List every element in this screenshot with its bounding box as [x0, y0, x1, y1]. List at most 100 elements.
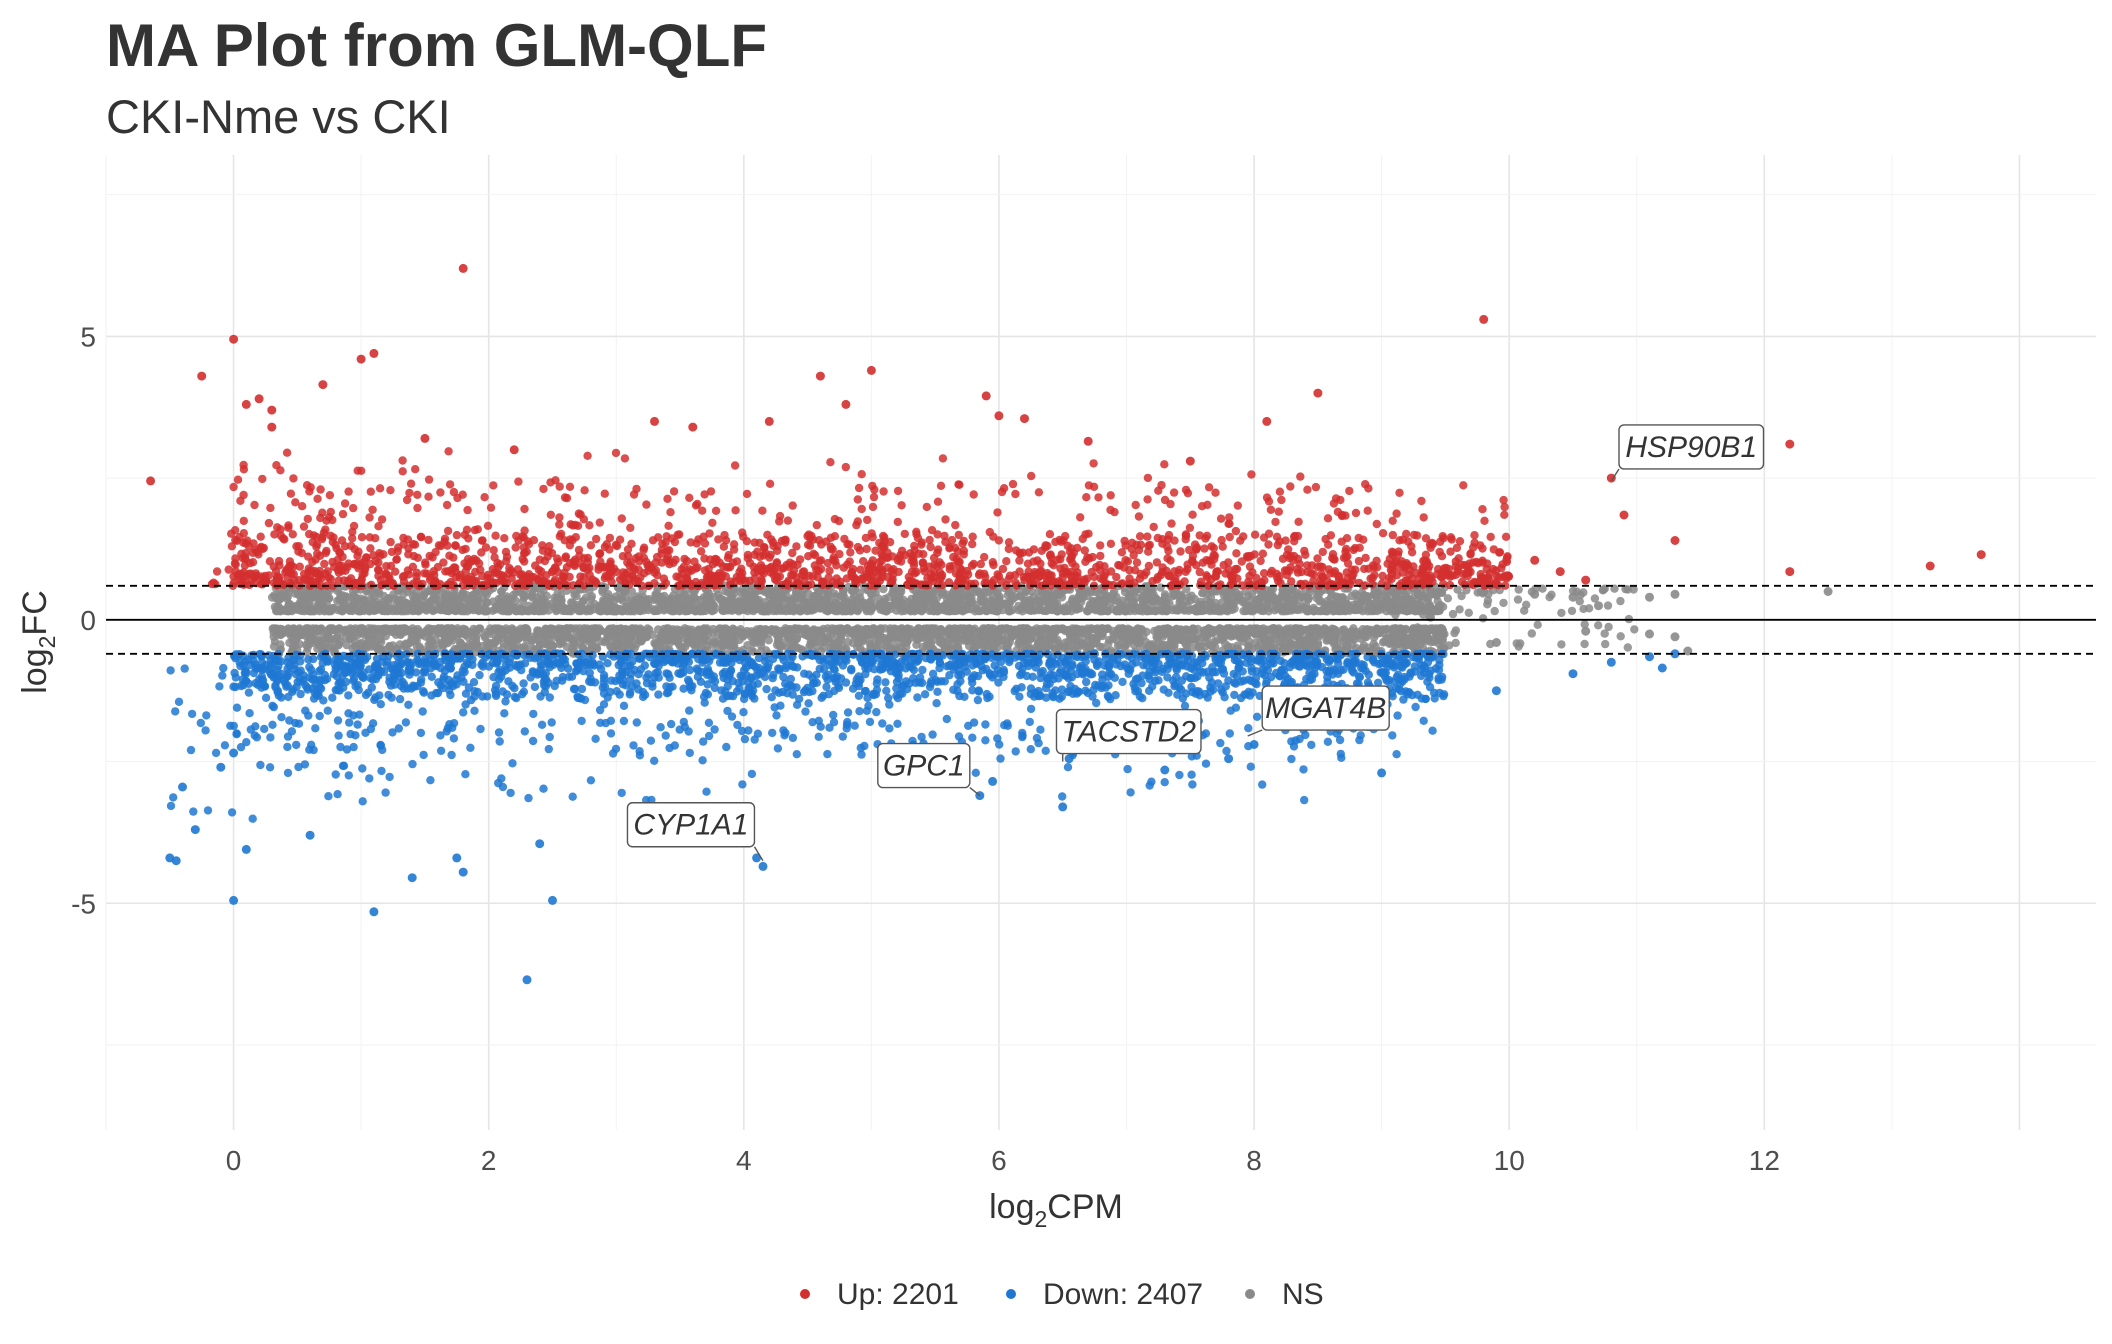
point-ns: [359, 626, 368, 635]
point-ns: [557, 624, 567, 634]
point-ns: [1075, 590, 1085, 599]
point-ns: [1362, 625, 1371, 634]
point-ns: [1390, 596, 1399, 605]
point-ns: [1369, 590, 1378, 599]
point-ns: [462, 591, 472, 600]
point-ns: [1285, 629, 1294, 639]
point-ns: [312, 634, 322, 643]
point-ns: [1394, 639, 1403, 649]
point-ns: [942, 627, 951, 636]
point-ns: [1455, 605, 1464, 614]
point-ns: [921, 626, 930, 635]
point-ns: [1581, 626, 1591, 636]
point-ns: [546, 631, 555, 640]
point-ns: [791, 642, 801, 651]
chart-subtitle: CKI-Nme vs CKI: [106, 90, 451, 143]
point-ns: [430, 624, 439, 634]
point-ns: [1386, 604, 1396, 614]
point-ns: [419, 590, 428, 599]
point-ns: [1402, 596, 1411, 605]
point-ns: [627, 595, 636, 604]
point-ns: [815, 603, 824, 613]
point-ns: [1513, 595, 1523, 604]
point-ns: [831, 600, 840, 609]
point-ns: [962, 588, 971, 597]
point-ns: [687, 625, 697, 634]
point-ns: [806, 637, 815, 647]
point-ns: [1580, 639, 1589, 649]
point-ns: [1437, 588, 1446, 597]
point-ns: [1148, 641, 1157, 651]
point-ns: [722, 637, 731, 646]
point-ns: [1180, 606, 1189, 615]
point-ns: [587, 592, 597, 601]
point-ns: [1426, 624, 1435, 633]
point-ns: [1153, 626, 1162, 635]
point-ns: [1557, 608, 1566, 618]
point-ns: [346, 634, 355, 643]
point-ns: [1103, 606, 1113, 616]
point-ns: [1445, 641, 1454, 650]
chart-title: MA Plot from GLM-QLF: [106, 12, 767, 79]
point-ns: [1490, 606, 1499, 616]
point-ns: [1533, 620, 1542, 629]
point-ns: [1057, 588, 1066, 598]
point-ns: [1382, 634, 1391, 643]
point-ns: [472, 625, 481, 635]
point-ns: [1012, 626, 1021, 636]
point-ns: [279, 592, 288, 601]
point-ns: [1527, 629, 1537, 638]
point-ns: [867, 589, 876, 599]
point-ns: [567, 598, 576, 607]
point-ns: [1361, 600, 1370, 609]
point-ns: [1070, 598, 1080, 607]
point-ns: [1253, 598, 1262, 608]
point-ns: [1160, 592, 1170, 601]
point-ns: [447, 626, 457, 635]
point-up: [1125, 574, 1134, 583]
point-ns: [604, 632, 613, 641]
point-ns: [1276, 626, 1285, 636]
point-ns: [982, 599, 991, 608]
point-ns: [1210, 606, 1220, 615]
point-ns: [1237, 624, 1247, 633]
point-ns: [1242, 606, 1252, 615]
point-ns: [1036, 624, 1045, 634]
point-ns: [696, 634, 705, 643]
point-ns: [668, 602, 677, 611]
point-ns: [1312, 624, 1321, 633]
point-ns: [774, 631, 783, 641]
point-ns: [1042, 605, 1051, 615]
point-ns: [1133, 625, 1142, 634]
point-ns: [929, 624, 938, 633]
point-ns: [511, 596, 520, 605]
point-ns: [846, 607, 856, 616]
point-ns: [297, 630, 306, 640]
point-ns: [1225, 624, 1235, 633]
point-ns: [1323, 631, 1332, 640]
point-ns: [602, 592, 612, 602]
point-ns: [636, 624, 645, 633]
point-ns: [767, 603, 776, 613]
point-ns: [460, 625, 470, 634]
point-ns: [1336, 633, 1345, 642]
point-ns: [1557, 640, 1566, 649]
point-ns: [884, 592, 893, 602]
point-ns: [1411, 634, 1421, 644]
point-ns: [1594, 621, 1603, 630]
point-ns: [1645, 592, 1654, 602]
point-ns: [537, 631, 546, 640]
point-ns: [865, 597, 875, 606]
point-ns: [678, 627, 688, 636]
point-ns: [1380, 597, 1389, 607]
point-ns: [284, 602, 293, 611]
point-ns: [804, 597, 813, 606]
point-ns: [875, 624, 885, 633]
point-ns: [747, 591, 756, 600]
point-ns: [1053, 635, 1062, 644]
point-ns: [1143, 606, 1153, 615]
point-ns: [272, 604, 281, 613]
point-ns: [1298, 603, 1307, 612]
point-ns: [747, 627, 756, 636]
point-ns: [779, 593, 788, 603]
